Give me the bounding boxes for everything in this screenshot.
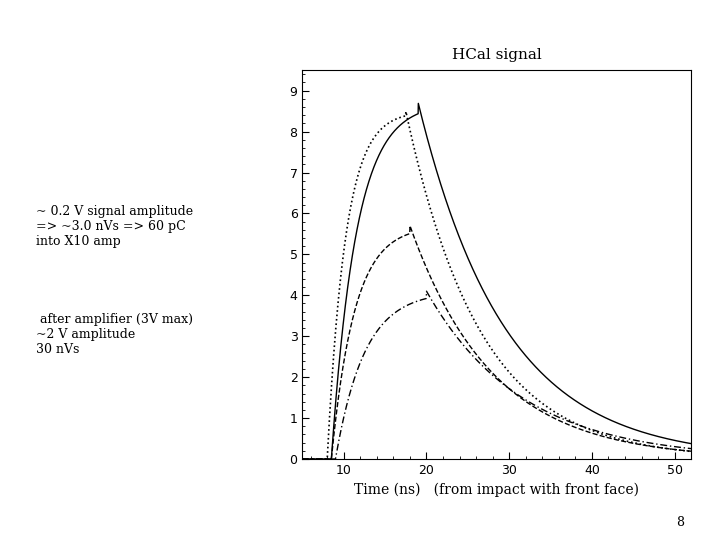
X-axis label: Time (ns)   (from impact with front face): Time (ns) (from impact with front face) (354, 482, 639, 497)
Text: after amplifier (3V max)
~2 V amplitude
30 nVs: after amplifier (3V max) ~2 V amplitude … (36, 313, 193, 356)
Text: ~ 0.2 V signal amplitude
=> ~3.0 nVs => 60 pC
into X10 amp: ~ 0.2 V signal amplitude => ~3.0 nVs => … (36, 205, 193, 248)
Text: 8: 8 (676, 516, 684, 529)
Title: HCal signal: HCal signal (452, 48, 541, 62)
